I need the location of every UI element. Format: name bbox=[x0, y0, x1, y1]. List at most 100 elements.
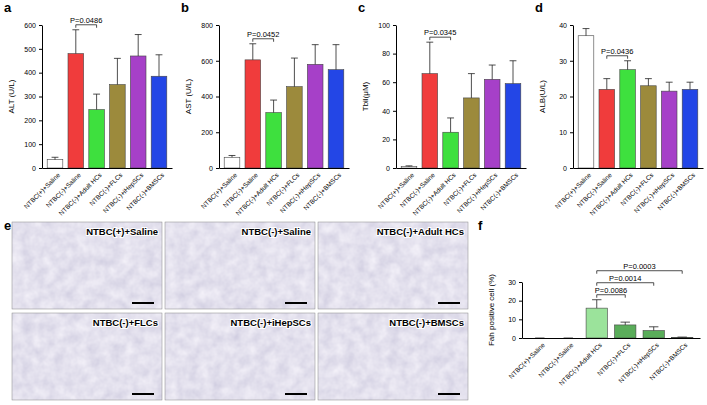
significance-bracket bbox=[430, 37, 451, 40]
x-axis: NTBC(+)+SalineNTBC(-)+SalineNTBC(-)+Adul… bbox=[23, 169, 173, 218]
tick-label: NTBC(-)+Saline bbox=[221, 171, 259, 209]
tick: 300 bbox=[24, 93, 42, 100]
tick: 0 bbox=[512, 335, 522, 342]
y-axis-title: ALB(U/L) bbox=[538, 80, 547, 113]
tick-mark bbox=[39, 73, 42, 74]
tick: NTBC(-)+BMSCs bbox=[302, 171, 344, 213]
p-value: P=0.0486 bbox=[70, 16, 102, 25]
y-axis: 0200400600800 bbox=[201, 22, 219, 172]
error-bar bbox=[666, 82, 673, 91]
scale-bar bbox=[285, 302, 307, 304]
scale-bar bbox=[438, 393, 460, 395]
significance-bracket bbox=[76, 25, 97, 28]
chart-panel: c Tbil(μM) 020406080100NTBC(+)+SalineNTBC(… bbox=[358, 0, 527, 217]
tick-label: 20 bbox=[382, 136, 390, 143]
x-axis: NTBC(+)+SalineNTBC(-)+SalineNTBC(-)+Adul… bbox=[377, 169, 527, 218]
bar bbox=[641, 86, 657, 168]
error-bar bbox=[156, 55, 163, 76]
image-label: NTBC(-)+Saline bbox=[242, 226, 311, 237]
tick-label: 200 bbox=[24, 117, 36, 124]
panel-title: a bbox=[4, 0, 12, 15]
bar bbox=[505, 84, 521, 168]
micrograph-frame bbox=[165, 222, 315, 309]
axis-line bbox=[43, 168, 173, 169]
plot-area bbox=[578, 29, 698, 168]
p-value: P=0.0014 bbox=[609, 274, 641, 283]
error-bar bbox=[52, 157, 59, 159]
error-bar bbox=[114, 58, 121, 84]
tick: 500 bbox=[24, 46, 42, 53]
tick: 60 bbox=[382, 79, 396, 86]
error-bar bbox=[678, 337, 687, 338]
error-bar bbox=[468, 74, 475, 98]
y-axis-title: AST (U/L) bbox=[184, 78, 193, 114]
tick: 30 bbox=[508, 279, 522, 286]
bar bbox=[529, 338, 550, 339]
tick-mark bbox=[39, 120, 42, 121]
significance-bracket bbox=[597, 283, 654, 286]
image-label: NTBC(-)+iHepSCs bbox=[231, 317, 312, 328]
micrograph-frame bbox=[165, 313, 315, 400]
bar bbox=[110, 85, 126, 168]
p-value: P=0.0345 bbox=[424, 28, 456, 37]
error-bar bbox=[592, 300, 601, 308]
tick-label: NTBC(-)+BMSCs bbox=[656, 171, 698, 213]
tick-mark bbox=[39, 97, 42, 98]
bar bbox=[224, 157, 240, 168]
tick-mark bbox=[570, 61, 573, 62]
error-bar bbox=[312, 45, 319, 65]
micrograph-frame bbox=[318, 222, 468, 309]
figure: aALT (U/L)0100200300400500600NTBC(+)+Sal… bbox=[0, 0, 707, 405]
significance-bracket bbox=[597, 271, 682, 274]
significance-bracket bbox=[253, 39, 274, 42]
y-axis-title: Tbil(μM) bbox=[361, 81, 370, 111]
tick-mark bbox=[39, 25, 42, 26]
tick-label: NTBC(-)+BMSCs bbox=[302, 171, 344, 213]
micrograph bbox=[12, 222, 162, 309]
plot-area bbox=[401, 42, 521, 168]
tick-mark bbox=[393, 82, 396, 83]
tick-label: NTBC(-)+FLCs bbox=[88, 171, 125, 208]
bar bbox=[130, 56, 146, 168]
panel-title: c bbox=[358, 0, 365, 15]
x-axis: NTBC(+)+SalineNTBC(-)+SalineNTBC(-)+Adul… bbox=[200, 169, 350, 218]
p-value: P=0.0452 bbox=[247, 30, 279, 39]
scale-bar bbox=[285, 393, 307, 395]
y-axis: 020406080100 bbox=[378, 22, 396, 172]
tick-label: 0 bbox=[512, 335, 516, 342]
error-bar bbox=[426, 42, 433, 73]
tick: 800 bbox=[201, 22, 219, 29]
axis-line bbox=[573, 26, 574, 169]
error-bar bbox=[583, 29, 590, 36]
tick-label: 40 bbox=[559, 22, 567, 29]
bar bbox=[443, 132, 459, 168]
p-value: P=0.0086 bbox=[595, 286, 627, 295]
error-bar bbox=[687, 82, 694, 89]
tick-mark bbox=[216, 61, 219, 62]
scale-bar bbox=[132, 302, 154, 304]
tick-label: NTBC(-)+BMSCs bbox=[479, 171, 521, 213]
tick: NTBC(-)+FLCs bbox=[88, 171, 125, 208]
tick-label: 10 bbox=[559, 129, 567, 136]
axis-line bbox=[397, 168, 527, 169]
panel-title: f bbox=[478, 218, 483, 233]
error-bar bbox=[621, 322, 630, 325]
tick: NTBC(-)+BMSCs bbox=[479, 171, 521, 213]
error-bar bbox=[333, 45, 340, 70]
tick-label: 600 bbox=[201, 57, 213, 64]
micrograph bbox=[318, 222, 468, 309]
tick: 0 bbox=[32, 165, 42, 172]
scale-bar bbox=[132, 393, 154, 395]
tick-label: 20 bbox=[559, 93, 567, 100]
tick-mark bbox=[39, 144, 42, 145]
micrograph-frame bbox=[12, 313, 162, 400]
tick: 200 bbox=[201, 129, 219, 136]
scale-bar bbox=[438, 302, 460, 304]
tick-mark bbox=[216, 132, 219, 133]
axis-line bbox=[522, 283, 523, 339]
tick-mark bbox=[393, 168, 396, 169]
error-bar bbox=[229, 155, 236, 157]
tick-mark bbox=[519, 301, 522, 302]
tick: NTBC(-)+Adult HCs bbox=[558, 341, 605, 388]
panel-title: e bbox=[4, 218, 11, 233]
